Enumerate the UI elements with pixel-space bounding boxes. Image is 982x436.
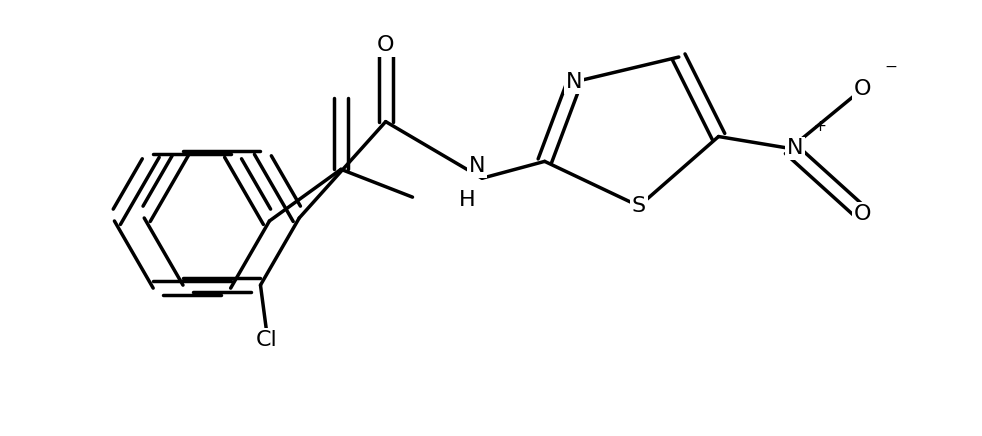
Text: N: N: [468, 157, 485, 176]
Text: O: O: [854, 79, 871, 99]
Text: −: −: [884, 59, 897, 75]
Text: O: O: [854, 204, 871, 224]
Text: H: H: [459, 190, 475, 210]
Text: N: N: [787, 139, 803, 158]
Text: Cl: Cl: [255, 330, 277, 350]
Text: N: N: [567, 72, 582, 92]
Text: S: S: [632, 196, 646, 216]
Text: +: +: [813, 119, 827, 134]
Text: O: O: [377, 35, 395, 55]
